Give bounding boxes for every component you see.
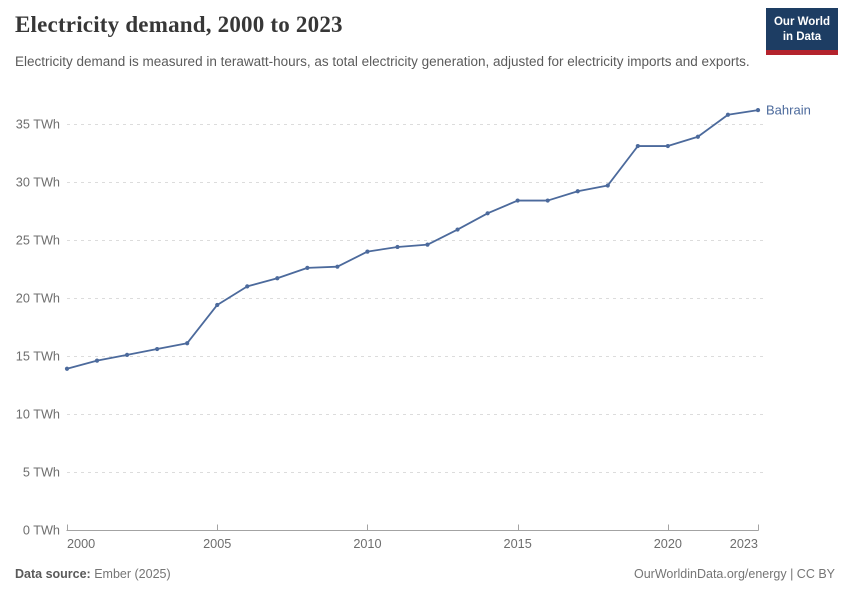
line-chart[interactable]: 0 TWh 5 TWh 10 TWh 15 TWh 20 TWh 25 TWh 30 TWh… xyxy=(0,90,850,562)
data-point[interactable] xyxy=(515,198,520,203)
series-label[interactable]: Bahrain xyxy=(766,103,811,118)
data-point[interactable] xyxy=(335,264,340,269)
data-line[interactable] xyxy=(66,109,759,370)
data-point[interactable] xyxy=(155,346,160,352)
x-tick-label: 2015 xyxy=(504,537,532,551)
data-point[interactable] xyxy=(755,107,761,113)
data-point[interactable] xyxy=(94,358,100,363)
y-tick-label: 5 TWh xyxy=(23,466,60,480)
x-tick-label: 2010 xyxy=(353,537,381,551)
data-point[interactable] xyxy=(425,242,430,247)
data-point[interactable] xyxy=(275,276,280,281)
x-tick-label: 2000 xyxy=(67,537,95,551)
y-tick-label: 20 TWh xyxy=(16,292,60,306)
data-point[interactable] xyxy=(605,183,610,188)
data-point[interactable] xyxy=(64,366,70,371)
chart-subtitle: Electricity demand is measured in terawa… xyxy=(15,54,750,69)
data-point[interactable] xyxy=(365,249,370,254)
owid-logo-line1: Our World xyxy=(773,16,830,28)
data-point[interactable] xyxy=(575,189,580,194)
owid-logo[interactable]: Our World in Data xyxy=(765,8,838,55)
data-point[interactable] xyxy=(124,352,130,357)
data-point[interactable] xyxy=(725,112,731,117)
y-tick-label: 15 TWh xyxy=(16,350,60,364)
chart-footer: Data source: Ember (2025) OurWorldinData… xyxy=(0,567,850,581)
y-tick-label: 25 TWh xyxy=(16,234,60,248)
data-point[interactable] xyxy=(455,227,460,232)
data-point[interactable] xyxy=(695,134,701,139)
owid-logo-line2: in Data xyxy=(782,30,822,43)
data-point[interactable] xyxy=(545,198,550,203)
page-title: Electricity demand, 2000 to 2023 xyxy=(15,12,343,37)
x-tick-label: 2023 xyxy=(730,537,758,551)
data-source-value: Ember (2025) xyxy=(94,567,171,581)
data-point[interactable] xyxy=(395,244,400,250)
data-point[interactable] xyxy=(215,302,220,308)
x-tick-label: 2005 xyxy=(203,537,231,551)
data-point[interactable] xyxy=(185,341,190,346)
data-point[interactable] xyxy=(635,143,640,149)
data-point[interactable] xyxy=(485,211,490,216)
y-tick-label: 0 TWh xyxy=(23,524,60,538)
data-point[interactable] xyxy=(245,284,250,289)
data-point[interactable] xyxy=(665,143,670,149)
x-tick-label: 2020 xyxy=(654,537,682,551)
y-tick-label: 30 TWh xyxy=(16,176,60,190)
credit-link[interactable]: OurWorldinData.org/energy | CC BY xyxy=(633,567,835,581)
data-source-label: Data source: xyxy=(15,567,91,581)
y-tick-label: 35 TWh xyxy=(16,118,60,132)
y-tick-label: 10 TWh xyxy=(16,408,60,422)
data-point[interactable] xyxy=(305,265,310,270)
data-source: Data source: Ember (2025) xyxy=(15,567,171,581)
